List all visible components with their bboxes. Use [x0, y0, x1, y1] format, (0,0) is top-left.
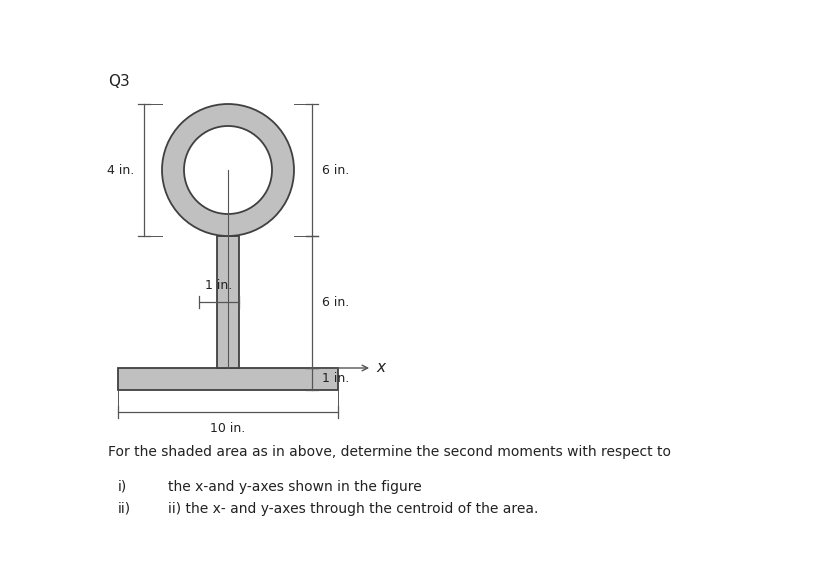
- Text: ii): ii): [118, 502, 131, 516]
- Text: i): i): [118, 480, 127, 494]
- Text: y: y: [236, 178, 244, 192]
- Circle shape: [184, 126, 272, 214]
- Text: ii) the x- and y-axes through the centroid of the area.: ii) the x- and y-axes through the centro…: [168, 502, 538, 516]
- Circle shape: [162, 104, 294, 236]
- Text: For the shaded area as in above, determine the second moments with respect to: For the shaded area as in above, determi…: [108, 445, 670, 459]
- Text: Q3: Q3: [108, 74, 130, 89]
- Text: 1 in.: 1 in.: [205, 279, 232, 292]
- Bar: [217, 236, 239, 368]
- Bar: [118, 368, 337, 390]
- Text: 10 in.: 10 in.: [210, 422, 246, 435]
- Text: the x-and y-axes shown in the figure: the x-and y-axes shown in the figure: [168, 480, 421, 494]
- Text: 6 in.: 6 in.: [322, 295, 349, 308]
- Text: 1 in.: 1 in.: [322, 372, 349, 385]
- Text: x: x: [375, 361, 385, 375]
- Text: 6 in.: 6 in.: [322, 164, 349, 177]
- Text: 4 in.: 4 in.: [107, 164, 134, 177]
